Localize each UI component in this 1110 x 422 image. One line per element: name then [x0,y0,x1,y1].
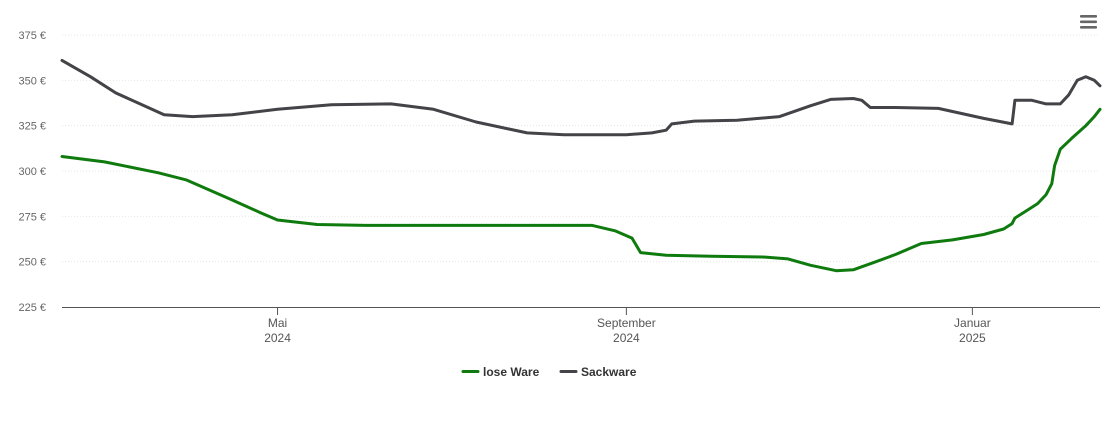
legend: lose Ware Sackware [461,365,637,379]
hamburger-menu-icon[interactable] [1076,11,1100,33]
legend-label: Sackware [581,365,637,379]
x-tick-label: Mai [268,316,287,330]
legend-label: lose Ware [483,365,540,379]
y-tick-label: 350 € [18,75,46,87]
legend-item-lose-ware[interactable]: lose Ware [461,365,540,379]
series-line-lose-ware[interactable] [60,107,1102,273]
y-tick-label: 325 € [18,121,46,133]
y-tick-label: 375 € [18,30,46,42]
series-line-sackware[interactable] [60,58,1102,137]
y-tick-label: 250 € [18,257,46,269]
x-tick-label-year: 2024 [264,331,291,345]
y-tick-label: 225 € [18,302,46,314]
y-tick-label: 300 € [18,166,46,178]
series-lines [60,58,1102,273]
legend-item-sackware[interactable]: Sackware [559,365,637,379]
y-tick-label: 275 € [18,211,46,223]
x-tick-label: Januar [954,316,991,330]
x-tick-label-year: 2024 [613,331,640,345]
gridlines [62,34,1100,263]
y-axis-tick-labels: 225 € 250 € 275 € 300 € 325 € 350 € 375 € [18,30,46,314]
x-tick-label-year: 2025 [959,331,986,345]
x-tick-label: September [597,316,656,330]
